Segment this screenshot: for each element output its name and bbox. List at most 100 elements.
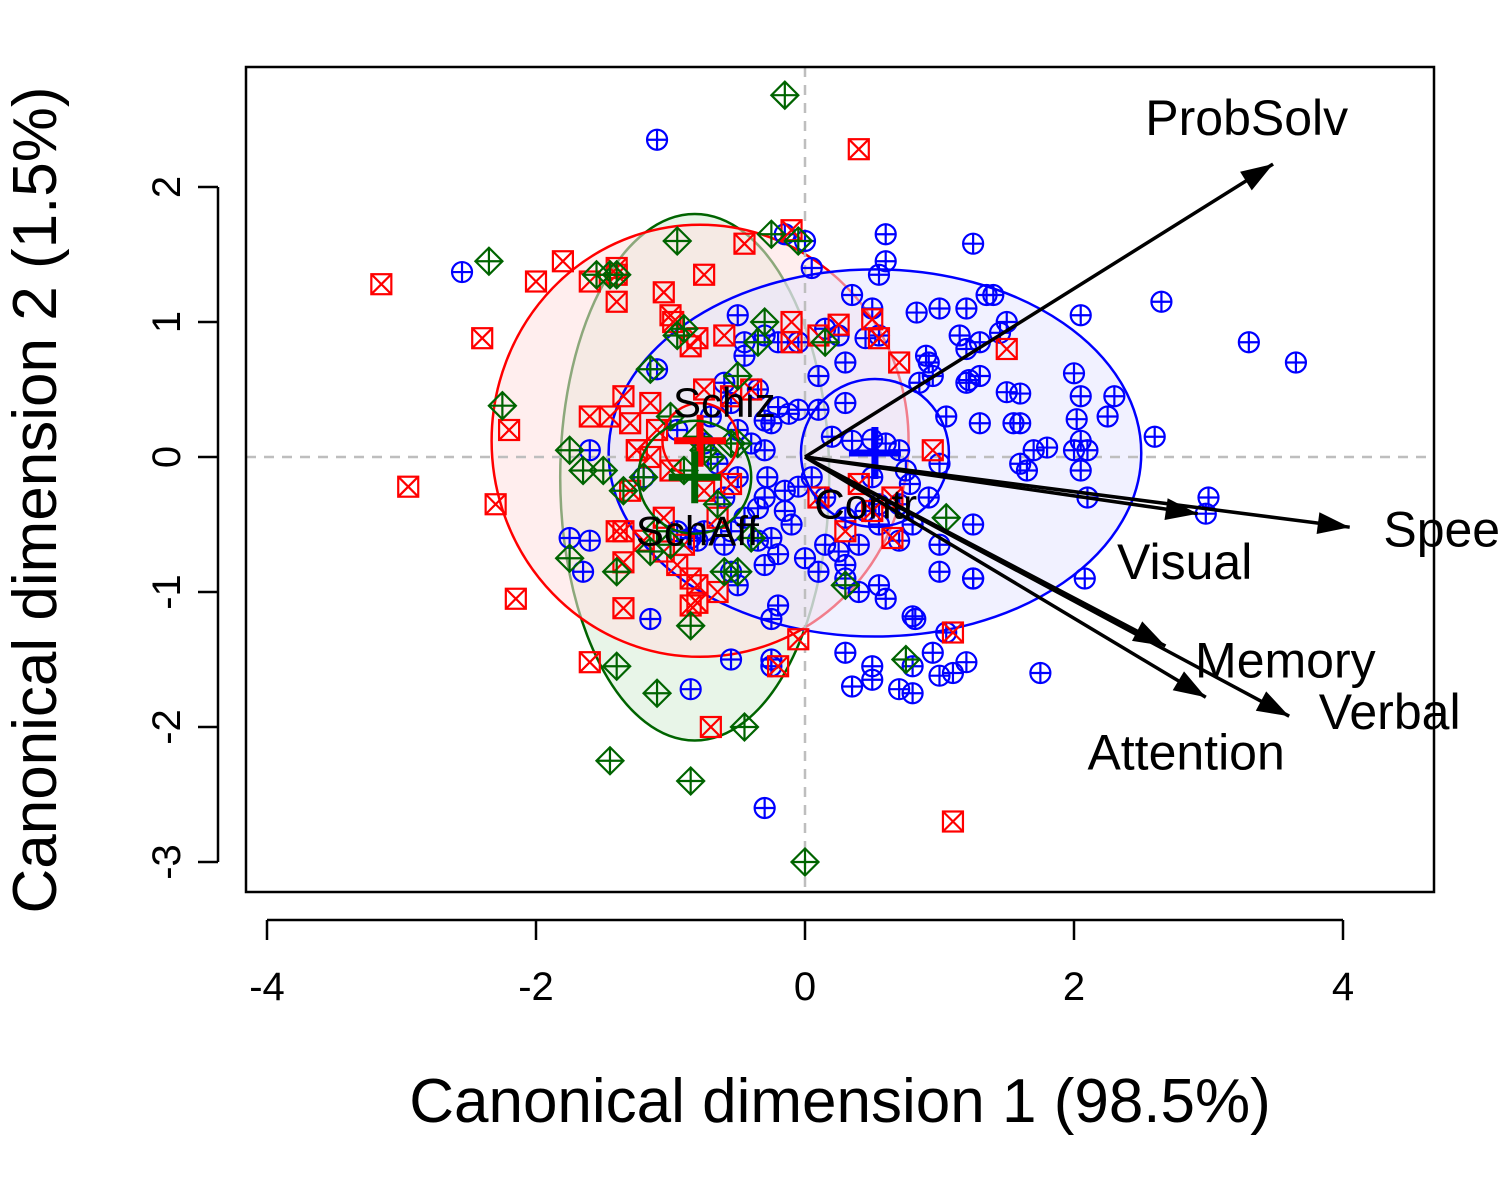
point-contr-2 [726, 304, 749, 327]
x-tick-label: 4 [1332, 965, 1354, 1009]
point-schaff-10 [668, 313, 700, 344]
x-tick-label: -2 [518, 965, 554, 1009]
point-schiz-33 [766, 655, 790, 678]
point-schaff-2 [487, 390, 518, 421]
centroid-mark-contr [848, 426, 901, 479]
x-tick-label: 2 [1063, 965, 1085, 1009]
point-schaff-0 [769, 80, 800, 111]
point-schaff-29 [601, 651, 632, 682]
point-schaff-1 [473, 246, 504, 277]
point-contr-0 [450, 260, 474, 284]
point-contr-166 [746, 497, 770, 520]
point-contr-109 [901, 605, 924, 628]
point-schiz-51 [713, 324, 736, 347]
point-contr-160 [756, 466, 779, 489]
y-tick-label: -1 [145, 574, 189, 610]
point-contr-104 [928, 664, 951, 687]
point-contr-132 [834, 391, 857, 415]
point-schiz-14 [612, 385, 635, 408]
point-schiz-4 [498, 418, 521, 442]
point-contr-102 [901, 682, 924, 705]
point-contr-103 [921, 641, 944, 664]
point-contr-7 [807, 364, 830, 388]
y-tick-label: 2 [145, 176, 189, 198]
point-schiz-3 [484, 493, 507, 516]
point-contr-105 [941, 661, 965, 685]
point-contr-88 [679, 678, 702, 701]
y-axis: -3 -2 -1 0 1 2 [145, 176, 220, 880]
point-schaff-41 [810, 327, 841, 358]
point-schiz-69 [847, 138, 870, 161]
point-contr-50 [1237, 331, 1260, 354]
centroid-mark-schiz [674, 414, 727, 467]
point-schiz-5 [504, 587, 527, 610]
point-schaff-28 [554, 543, 585, 574]
centroid-circle-contr [799, 377, 951, 529]
point-contr-74 [713, 533, 736, 556]
point-contr-159 [773, 479, 796, 502]
point-schiz-70 [941, 810, 965, 833]
point-schiz-31 [578, 651, 601, 674]
point-contr-167 [867, 574, 891, 597]
point-contr-94 [578, 529, 601, 552]
point-schiz-61 [719, 472, 743, 496]
point-schiz-38 [861, 499, 884, 523]
point-contr-120 [1073, 567, 1096, 590]
point-schiz-55 [652, 281, 675, 304]
vector-label-memory: Memory [1195, 633, 1376, 689]
point-schaff-19 [628, 462, 659, 493]
y-tick-label: 1 [145, 311, 189, 333]
point-schaff-38 [830, 570, 861, 601]
point-contr-22 [982, 283, 1005, 307]
point-contr-47 [1062, 362, 1086, 385]
point-contr-143 [733, 344, 756, 367]
point-schaff-25 [655, 529, 686, 560]
point-schaff-26 [635, 536, 666, 567]
point-schiz-1 [397, 475, 420, 498]
point-schiz-72 [995, 337, 1018, 361]
group-label-schaff: SchAff [636, 507, 759, 554]
point-schaff-31 [675, 610, 706, 641]
point-schiz-47 [780, 331, 803, 354]
point-contr-43 [1065, 408, 1088, 431]
point-contr-99 [861, 668, 884, 691]
x-axis: -4 -2 0 2 4 [249, 918, 1354, 1009]
point-contr-30 [957, 368, 981, 392]
point-contr-46 [1103, 385, 1126, 408]
x-tick-label: 0 [794, 965, 816, 1009]
vector-speed: Speed [804, 455, 1500, 558]
x-tick-label: -4 [249, 965, 285, 1009]
vector-label-visual: Visual [1117, 534, 1252, 590]
point-contr-15 [905, 301, 928, 324]
point-schaff-5 [601, 259, 632, 290]
vector-visual: Visual [804, 455, 1252, 590]
point-contr-66 [793, 547, 817, 570]
point-contr-113 [928, 560, 951, 583]
reference-lines [246, 67, 1434, 892]
vector-label-speed: Speed [1383, 502, 1500, 558]
point-schaff-32 [729, 711, 760, 743]
group-label-schiz: Schiz [673, 379, 776, 426]
point-schaff-43 [742, 327, 773, 358]
point-schiz-50 [693, 378, 716, 401]
point-contr-127 [800, 256, 823, 280]
point-contr-24 [962, 232, 985, 255]
point-schiz-65 [639, 391, 662, 415]
group-centroids [636, 377, 951, 535]
y-tick-label: -2 [145, 709, 189, 745]
point-contr-1 [645, 128, 669, 151]
point-contr-63 [847, 533, 870, 556]
vector-label-probsolv: ProbSolv [1145, 90, 1348, 146]
x-axis-title: Canonical dimension 1 (98.5%) [409, 1067, 1271, 1136]
point-schaff-20 [608, 475, 639, 506]
point-contr-18 [955, 297, 978, 320]
point-schiz-57 [693, 263, 716, 286]
point-contr-93 [571, 560, 595, 583]
vector-label-verbal: Verbal [1319, 684, 1461, 740]
point-contr-14 [874, 223, 897, 246]
point-contr-51 [1284, 351, 1308, 374]
point-schaff-7 [756, 219, 787, 250]
point-schiz-29 [686, 591, 709, 614]
